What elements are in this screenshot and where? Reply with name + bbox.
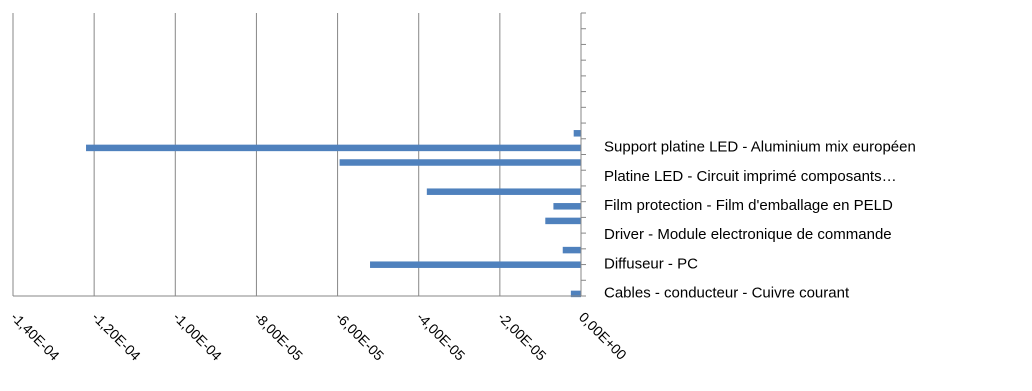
category-label: Cables - conducteur - Cuivre courant xyxy=(604,285,850,302)
x-tick-label: -6,00E-05 xyxy=(332,309,387,364)
category-label: Support platine LED - Aluminium mix euro… xyxy=(604,139,916,156)
bar xyxy=(545,217,581,225)
x-tick-label: -8,00E-05 xyxy=(251,309,306,364)
category-label: Platine LED - Circuit imprimé composants… xyxy=(604,168,897,185)
category-label: Diffuseur - PC xyxy=(604,255,698,272)
bar xyxy=(339,159,581,166)
bars xyxy=(86,130,582,298)
x-tick-label: -1,20E-04 xyxy=(89,309,144,364)
axes xyxy=(13,12,586,297)
bar xyxy=(426,188,581,195)
bar xyxy=(573,130,581,137)
bar xyxy=(562,246,581,254)
x-tick-label: -4,00E-05 xyxy=(414,309,469,364)
category-labels: Support platine LED - Aluminium mix euro… xyxy=(604,139,916,302)
gridlines xyxy=(12,13,501,296)
bar xyxy=(370,261,581,268)
category-label: Driver - Module electronique de commande xyxy=(604,226,892,243)
x-tick-label: -1,00E-04 xyxy=(170,309,225,364)
x-tick-labels: -1,40E-04 -1,20E-04 -1,00E-04 -8,00E-05 -6,0… xyxy=(8,309,630,364)
bar xyxy=(570,290,581,298)
bar xyxy=(553,203,581,210)
x-tick-label: 0,00E+00 xyxy=(576,309,630,363)
bar xyxy=(86,144,582,152)
x-tick-label: -1,40E-04 xyxy=(8,309,63,364)
category-label: Film protection - Film d'emballage en PE… xyxy=(604,197,893,214)
x-tick-label: -2,00E-05 xyxy=(495,309,550,364)
